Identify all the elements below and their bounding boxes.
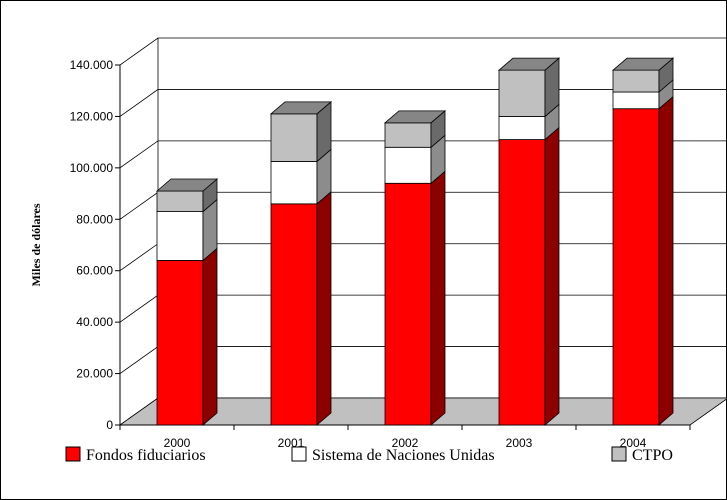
legend-label: Sistema de Naciones Unidas <box>312 447 495 464</box>
bar-stack-2004 <box>611 57 675 426</box>
legend-item: Sistema de Naciones Unidas <box>291 446 495 464</box>
bar-segment <box>498 139 546 426</box>
y-tick-label: 120.000 <box>70 109 114 123</box>
bar-segment <box>612 69 660 93</box>
y-tick-label: 60.000 <box>76 264 113 278</box>
y-tick-label: 140.000 <box>70 58 114 72</box>
bar-top <box>155 178 219 192</box>
bar-segment <box>498 116 546 140</box>
y-tick-label: 100.000 <box>70 161 114 175</box>
legend-label: Fondos fiduciarios <box>86 447 206 464</box>
bar-segment <box>498 69 546 117</box>
legend-swatch <box>291 446 307 462</box>
legend-swatch <box>65 446 81 462</box>
bar-segment-side <box>544 126 560 426</box>
bar-stack-2000 <box>155 178 219 426</box>
y-axis-title: Miles de dólares <box>29 203 43 286</box>
bar-segment <box>270 113 318 162</box>
bar-stack-2002 <box>383 109 447 426</box>
bar-segment <box>384 122 432 148</box>
y-tick-label: 40.000 <box>76 315 113 329</box>
bar-top <box>497 57 561 71</box>
legend: Fondos fiduciarios Sistema de Naciones Un… <box>65 446 673 464</box>
bar-segment <box>270 161 318 205</box>
bar-segment <box>156 211 204 261</box>
x-tick-label: 2002 <box>392 436 419 450</box>
bar-segment-side <box>430 170 446 426</box>
x-tick-label: 2003 <box>506 436 533 450</box>
bar-segment <box>612 108 660 426</box>
legend-label: CTPO <box>632 447 673 464</box>
legend-item: Fondos fiduciarios <box>65 446 206 464</box>
bar-segment <box>384 182 432 426</box>
bar-top <box>383 110 447 124</box>
y-tick-label: 80.000 <box>76 212 113 226</box>
legend-item: CTPO <box>611 446 673 464</box>
bar-segment-side <box>658 95 674 426</box>
bar-segment-side <box>202 247 218 426</box>
bar-segment <box>156 190 204 212</box>
legend-swatch <box>611 446 627 462</box>
bar-stack-2003 <box>497 57 561 426</box>
y-tick-label: 0 <box>106 418 113 432</box>
bar-top <box>269 101 333 115</box>
bar-stack-2001 <box>269 100 333 426</box>
axes: 0 20.000 40.000 60.000 80.000 100.000 120.000 1… <box>29 58 691 450</box>
bar-segment <box>156 260 204 426</box>
bar-segment <box>384 146 432 184</box>
bar-segment-side <box>316 190 332 426</box>
x-tick-label: 2000 <box>164 436 191 450</box>
bar-segment <box>612 91 660 110</box>
y-tick-label: 20.000 <box>76 367 113 381</box>
bar-segment <box>270 203 318 426</box>
bars <box>155 57 675 426</box>
bar-top <box>611 57 675 71</box>
